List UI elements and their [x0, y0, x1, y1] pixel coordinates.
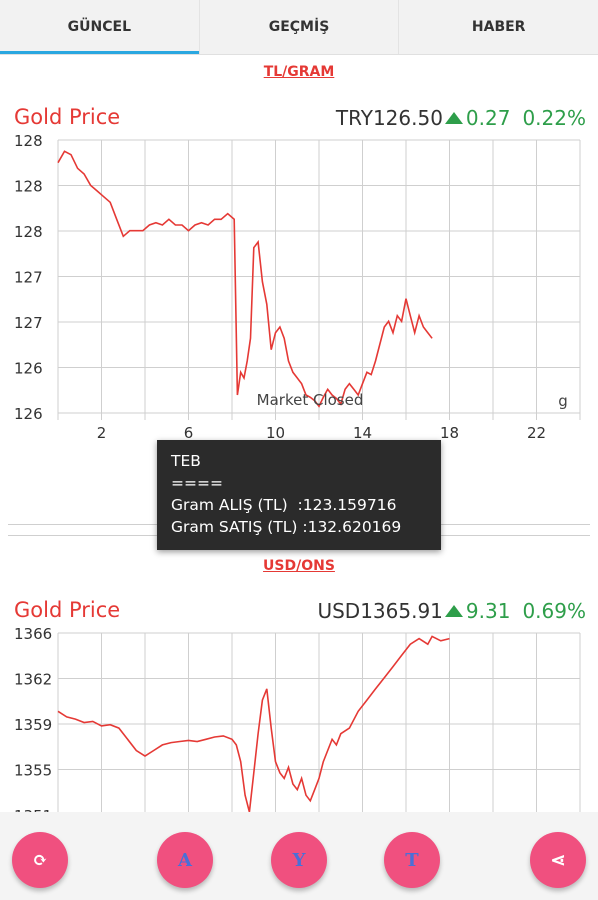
watermark-label: g — [558, 392, 568, 410]
y-tick-label: 1366 — [14, 625, 52, 643]
price-series-line — [57, 635, 450, 812]
chart2-change: 9.31 — [465, 599, 511, 623]
chart1-change-pct: 0.22% — [522, 106, 586, 130]
chart2-price: 1365.91 — [360, 599, 443, 623]
refresh-icon: ⟳ — [32, 849, 48, 871]
a-button[interactable]: A — [157, 832, 213, 888]
tab-gecmis[interactable]: GEÇMİŞ — [200, 0, 400, 54]
share-button[interactable]: ⋖ — [530, 832, 586, 888]
y-tick-label: 127 — [14, 314, 43, 332]
letter-y-icon: Y — [292, 849, 306, 871]
y-tick-label: 1351 — [14, 807, 52, 812]
market-status-label: Market Closed — [257, 391, 364, 409]
chart2-currency: USD — [317, 599, 361, 623]
x-tick-label: 2 — [97, 424, 107, 442]
t-button[interactable]: T — [384, 832, 440, 888]
x-tick-label: 10 — [266, 424, 285, 442]
tab-bar: GÜNCEL GEÇMİŞ HABER — [0, 0, 598, 55]
x-tick-label: 6 — [184, 424, 194, 442]
x-tick-label: 14 — [353, 424, 372, 442]
chart1-change: 0.27 — [465, 106, 511, 130]
y-tick-label: 1362 — [14, 671, 52, 689]
section-link-tl-gram[interactable]: TL/GRAM — [263, 64, 335, 80]
y-tick-label: 1359 — [14, 716, 52, 734]
x-tick-label: 18 — [440, 424, 459, 442]
chart1-price-row: TRY 126.50 0.27 0.22% — [336, 106, 586, 130]
y-tick-label: 127 — [14, 269, 43, 287]
x-tick-label: 22 — [527, 424, 546, 442]
tab-haber[interactable]: HABER — [471, 19, 526, 35]
chart2-change-pct: 0.69% — [522, 599, 586, 623]
y-button[interactable]: Y — [271, 832, 327, 888]
chart1-plot[interactable]: 128 128 128 127 127 126 126 2 6 10 14 18 22 Market Cl… — [0, 130, 598, 470]
price-tooltip: TEB ==== Gram ALIŞ (TL) :123.159716 Gram… — [157, 440, 441, 550]
y-tick-label: 128 — [14, 178, 43, 196]
tooltip-bank: TEB — [171, 452, 201, 470]
y-tick-label: 128 — [14, 132, 43, 150]
tooltip-separator: ==== — [171, 474, 223, 492]
chart2-title: Gold Price — [14, 598, 121, 622]
chart1-price: 126.50 — [372, 106, 443, 130]
refresh-button[interactable]: ⟳ — [12, 832, 68, 888]
y-tick-label: 128 — [14, 223, 43, 241]
share-icon: ⋖ — [550, 849, 566, 871]
chart2-price-row: USD 1365.91 9.31 0.69% — [317, 599, 586, 623]
y-tick-label: 126 — [14, 360, 43, 378]
up-arrow-icon — [444, 605, 463, 617]
y-tick-label: 1355 — [14, 762, 52, 780]
tab-guncel[interactable]: GÜNCEL — [0, 0, 200, 54]
chart1-title: Gold Price — [14, 105, 121, 129]
price-series-line — [57, 150, 433, 408]
tooltip-sell: Gram SATIŞ (TL) :132.620169 — [171, 518, 402, 536]
tooltip-buy: Gram ALIŞ (TL) :123.159716 — [171, 496, 397, 514]
y-tick-label: 126 — [14, 405, 43, 423]
up-arrow-icon — [444, 112, 463, 124]
chart1-currency: TRY — [335, 106, 373, 130]
chart2-plot[interactable]: 1366 1362 1359 1355 1351 — [0, 622, 598, 812]
section-link-usd-ons[interactable]: USD/ONS — [263, 558, 335, 574]
letter-a-icon: A — [178, 849, 192, 871]
letter-t-icon: T — [405, 849, 419, 871]
